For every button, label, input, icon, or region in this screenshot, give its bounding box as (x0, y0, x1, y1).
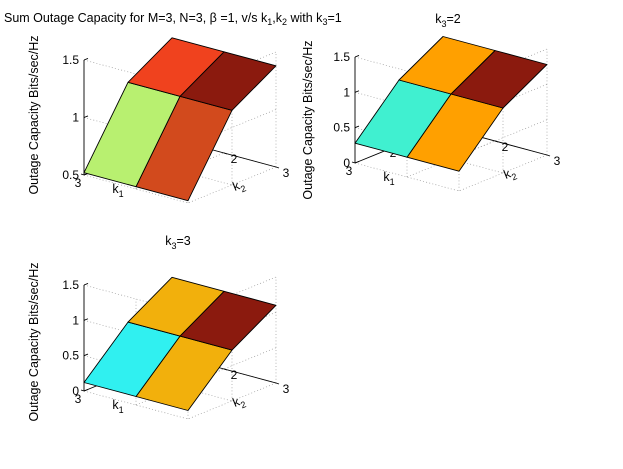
gridline-z (83, 382, 277, 420)
y-tick-label: 3 (283, 382, 290, 396)
x-axis-label: k1 (112, 398, 123, 415)
y-label-main: k (231, 394, 243, 410)
gridline-floor (398, 144, 504, 174)
z-axis-label: Outage Capacity Bits/sec/Hz (27, 35, 41, 194)
z-tick-label: 1 (72, 313, 79, 327)
title-main: k (165, 234, 172, 248)
gridline-floor (127, 372, 233, 402)
z-tick (83, 115, 89, 118)
z-tick (354, 90, 360, 93)
title-subscript: 3 (322, 17, 327, 27)
gridline-z (83, 51, 277, 89)
x-tick (351, 161, 356, 164)
title-subscript: 3 (171, 241, 176, 251)
y-tick-label: 2 (502, 140, 509, 154)
subplots: 0.511.5321321k1k2Outage Capacity Bits/se… (27, 12, 561, 422)
gridline-z (83, 276, 277, 314)
title-part: =1 (327, 11, 341, 25)
title-subscript: 3 (441, 19, 446, 29)
y-tick (275, 166, 280, 169)
z-tick (354, 54, 360, 58)
x-label-subscript: 1 (119, 189, 124, 199)
x-tick (80, 173, 85, 176)
title-beta: β (210, 11, 217, 25)
z-tick (83, 318, 89, 321)
y-tick (546, 154, 551, 157)
y-axis-label: k2 (502, 165, 519, 185)
surface-facet (127, 276, 225, 337)
title-part: with k (287, 11, 323, 25)
y-tick (223, 368, 228, 371)
title-part: Sum Outage Capacity for M=3, N=3, (4, 11, 210, 25)
y-tick (275, 382, 280, 385)
z-tick-label: 1.5 (333, 50, 350, 64)
title-tail: =3 (177, 234, 191, 248)
gridline-z (354, 154, 548, 192)
subplot-2: 00.511.5321321k1k2Outage Capacity Bits/s… (301, 12, 561, 200)
y-label-main: k (502, 166, 514, 182)
z-tick-label: 0.5 (62, 349, 79, 363)
z-tick (83, 388, 89, 392)
z-axis-label: Outage Capacity Bits/sec/Hz (301, 40, 315, 199)
x-tick-label: 3 (346, 164, 353, 178)
x-label-subscript: 1 (119, 405, 124, 415)
z-axis-label: Outage Capacity Bits/sec/Hz (27, 262, 41, 421)
gridline-z (354, 48, 548, 86)
y-label-main: k (231, 178, 243, 194)
y-tick-label: 2 (231, 152, 238, 166)
surface-facet (398, 36, 496, 95)
y-tick-label: 3 (554, 154, 561, 168)
x-axis-label: k1 (112, 182, 123, 199)
z-tick-label: 0 (72, 384, 79, 398)
y-axis-label: k2 (231, 393, 248, 413)
z-tick-label: 1.5 (62, 278, 79, 292)
x-label-main: k (112, 398, 119, 412)
y-label-subscript: 2 (239, 183, 247, 194)
x-label-main: k (383, 170, 390, 184)
subplot-3: 00.511.5321321k1k2Outage Capacity Bits/s… (27, 234, 290, 422)
y-tick (494, 140, 499, 143)
y-label-subscript: 2 (239, 399, 247, 410)
z-tick-label: 0.5 (333, 121, 350, 135)
z-tick-label: 1.5 (62, 53, 79, 67)
title-part: ,k (272, 11, 282, 25)
title-subscript: 1 (267, 17, 272, 27)
gridline-z (83, 166, 277, 204)
y-axis-label: k2 (231, 177, 248, 197)
z-tick (83, 282, 89, 286)
z-tick (83, 57, 89, 61)
subplot-title: k3=2 (435, 12, 461, 29)
z-tick-label: 0 (343, 156, 350, 170)
title-part: =1, v/s k (217, 11, 268, 25)
x-tick-label: 3 (75, 392, 82, 406)
x-label-subscript: 1 (390, 177, 395, 187)
x-axis-label: k1 (383, 170, 394, 187)
z-tick-label: 1 (72, 111, 79, 125)
z-tick-label: 0.5 (62, 168, 79, 182)
figure-title: Sum Outage Capacity for M=3, N=3, β =1, … (4, 11, 342, 27)
surface-facet (127, 37, 225, 97)
title-main: k (435, 12, 442, 26)
y-label-subscript: 2 (510, 171, 518, 182)
title-tail: =2 (447, 12, 461, 26)
z-tick (354, 160, 360, 164)
x-label-main: k (112, 182, 119, 196)
x-tick-label: 3 (75, 176, 82, 190)
y-tick (223, 152, 228, 155)
z-tick-label: 1 (343, 85, 350, 99)
gridline-z (83, 311, 277, 349)
y-tick-label: 3 (283, 166, 290, 180)
subplot-1: 0.511.5321321k1k2Outage Capacity Bits/se… (27, 35, 290, 204)
title-subscript: 2 (282, 17, 287, 27)
z-tick (354, 125, 360, 129)
subplot-title: k3=3 (165, 234, 191, 251)
z-tick (83, 353, 89, 357)
gridline-floor (127, 156, 233, 186)
x-tick (80, 389, 85, 392)
y-tick-label: 2 (231, 368, 238, 382)
